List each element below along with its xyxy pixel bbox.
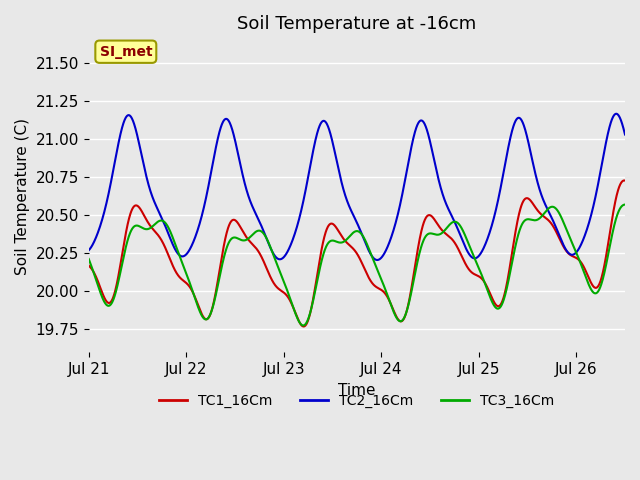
X-axis label: Time: Time	[338, 383, 376, 397]
TC1_16Cm	[332, 224, 339, 229]
TC1_16Cm	[300, 324, 307, 329]
TC2_16Cm	[605, 124, 613, 130]
TC2_16Cm	[621, 132, 629, 137]
Y-axis label: Soil Temperature (C): Soil Temperature (C)	[15, 118, 30, 275]
TC1_16Cm	[346, 242, 354, 248]
TC2_16Cm	[612, 111, 620, 117]
TC2_16Cm	[606, 123, 614, 129]
TC3_16Cm	[112, 288, 120, 294]
Title: Soil Temperature at -16cm: Soil Temperature at -16cm	[237, 15, 477, 33]
TC2_16Cm	[373, 257, 381, 263]
TC2_16Cm	[508, 131, 515, 137]
Line: TC1_16Cm: TC1_16Cm	[89, 180, 625, 326]
TC1_16Cm	[112, 284, 120, 290]
TC2_16Cm	[332, 152, 339, 157]
TC3_16Cm	[346, 233, 354, 239]
TC3_16Cm	[621, 202, 629, 207]
TC3_16Cm	[605, 245, 613, 251]
TC1_16Cm	[605, 233, 613, 239]
TC2_16Cm	[112, 152, 120, 158]
TC3_16Cm	[332, 239, 339, 244]
TC3_16Cm	[300, 323, 307, 328]
Line: TC3_16Cm: TC3_16Cm	[89, 204, 625, 325]
TC1_16Cm	[508, 255, 515, 261]
TC1_16Cm	[620, 178, 628, 183]
Legend: TC1_16Cm, TC2_16Cm, TC3_16Cm: TC1_16Cm, TC2_16Cm, TC3_16Cm	[154, 389, 560, 414]
TC1_16Cm	[621, 178, 629, 183]
TC2_16Cm	[346, 204, 353, 210]
TC2_16Cm	[85, 247, 93, 253]
TC3_16Cm	[85, 256, 93, 262]
TC3_16Cm	[508, 264, 515, 269]
Text: SI_met: SI_met	[99, 45, 152, 59]
TC1_16Cm	[606, 231, 614, 237]
TC1_16Cm	[85, 263, 93, 268]
TC3_16Cm	[606, 244, 614, 250]
Line: TC2_16Cm: TC2_16Cm	[89, 114, 625, 260]
